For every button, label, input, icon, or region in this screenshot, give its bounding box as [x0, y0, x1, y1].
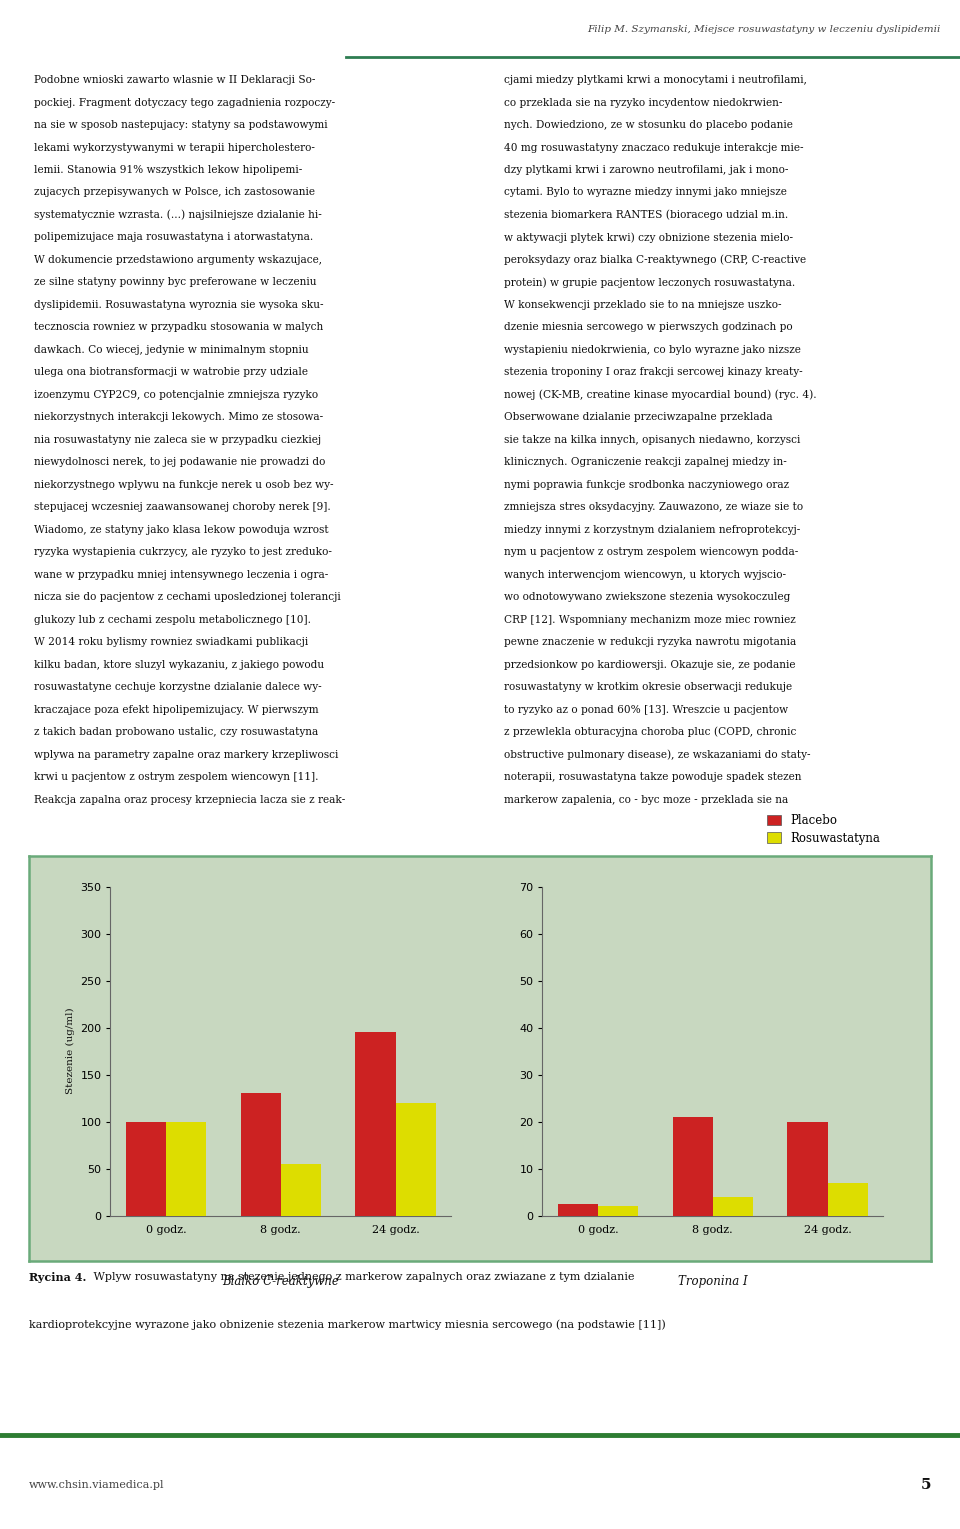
- Text: ryzyka wystapienia cukrzycy, ale ryzyko to jest zreduko-: ryzyka wystapienia cukrzycy, ale ryzyko …: [34, 547, 331, 557]
- Text: obstructive pulmonary disease), ze wskazaniami do staty-: obstructive pulmonary disease), ze wskaz…: [504, 749, 810, 760]
- Legend: Placebo, Rosuwastatyna: Placebo, Rosuwastatyna: [763, 810, 884, 849]
- Text: kraczajace poza efekt hipolipemizujacy. W pierwszym: kraczajace poza efekt hipolipemizujacy. …: [34, 705, 318, 714]
- Text: krwi u pacjentow z ostrym zespolem wiencowyn [11].: krwi u pacjentow z ostrym zespolem wienc…: [34, 772, 318, 783]
- Text: Rycina 4.: Rycina 4.: [29, 1272, 86, 1283]
- Text: CRP [12]. Wspomniany mechanizm moze miec rowniez: CRP [12]. Wspomniany mechanizm moze miec…: [504, 615, 796, 625]
- Bar: [787, 1122, 828, 1216]
- Text: cytami. Bylo to wyrazne miedzy innymi jako mniejsze: cytami. Bylo to wyrazne miedzy innymi ja…: [504, 188, 787, 197]
- Text: dzenie miesnia sercowego w pierwszych godzinach po: dzenie miesnia sercowego w pierwszych go…: [504, 323, 793, 332]
- Text: wanych interwencjom wiencowyn, u ktorych wyjscio-: wanych interwencjom wiencowyn, u ktorych…: [504, 570, 786, 579]
- Bar: [673, 1116, 712, 1216]
- Text: ze silne statyny powinny byc preferowane w leczeniu: ze silne statyny powinny byc preferowane…: [34, 277, 316, 287]
- Text: nym u pacjentow z ostrym zespolem wiencowyn podda-: nym u pacjentow z ostrym zespolem wienco…: [504, 547, 799, 557]
- Text: nicza sie do pacjentow z cechami uposledzionej tolerancji: nicza sie do pacjentow z cechami uposled…: [34, 592, 341, 602]
- Text: 5: 5: [921, 1479, 931, 1492]
- Text: W 2014 roku bylismy rowniez swiadkami publikacji: W 2014 roku bylismy rowniez swiadkami pu…: [34, 638, 308, 647]
- Text: lemii. Stanowia 91% wszystkich lekow hipolipemi-: lemii. Stanowia 91% wszystkich lekow hip…: [34, 165, 301, 174]
- Text: kardioprotekcyjne wyrazone jako obnizenie stezenia markerow martwicy miesnia ser: kardioprotekcyjne wyrazone jako obnizeni…: [29, 1320, 665, 1330]
- Bar: [712, 1197, 753, 1216]
- Bar: [558, 1203, 598, 1216]
- Text: tecznoscia rowniez w przypadku stosowania w malych: tecznoscia rowniez w przypadku stosowani…: [34, 323, 323, 332]
- Text: sie takze na kilka innych, opisanych niedawno, korzysci: sie takze na kilka innych, opisanych nie…: [504, 434, 801, 445]
- Text: cjami miedzy plytkami krwi a monocytami i neutrofilami,: cjami miedzy plytkami krwi a monocytami …: [504, 75, 806, 86]
- Text: 40 mg rosuwastatyny znaczaco redukuje interakcje mie-: 40 mg rosuwastatyny znaczaco redukuje in…: [504, 142, 804, 153]
- Text: stepujacej wczesniej zaawansowanej choroby nerek [9].: stepujacej wczesniej zaawansowanej choro…: [34, 502, 330, 512]
- Text: Troponina I: Troponina I: [678, 1275, 748, 1287]
- Text: z przewlekla obturacyjna choroba pluc (COPD, chronic: z przewlekla obturacyjna choroba pluc (C…: [504, 726, 797, 737]
- Text: Wiadomo, ze statyny jako klasa lekow powoduja wzrost: Wiadomo, ze statyny jako klasa lekow pow…: [34, 524, 328, 535]
- Bar: [241, 1093, 280, 1216]
- Text: nymi poprawia funkcje srodbonka naczyniowego oraz: nymi poprawia funkcje srodbonka naczynio…: [504, 480, 789, 489]
- Text: z takich badan probowano ustalic, czy rosuwastatyna: z takich badan probowano ustalic, czy ro…: [34, 728, 318, 737]
- Text: markerow zapalenia, co - byc moze - przeklada sie na: markerow zapalenia, co - byc moze - prze…: [504, 795, 788, 804]
- Bar: [166, 1122, 206, 1216]
- Text: nych. Dowiedziono, ze w stosunku do placebo podanie: nych. Dowiedziono, ze w stosunku do plac…: [504, 119, 793, 130]
- Text: przedsionkow po kardiowersji. Okazuje sie, ze podanie: przedsionkow po kardiowersji. Okazuje si…: [504, 659, 796, 670]
- Text: noterapii, rosuwastatyna takze powoduje spadek stezen: noterapii, rosuwastatyna takze powoduje …: [504, 772, 802, 783]
- Text: wplywa na parametry zapalne oraz markery krzepliwosci: wplywa na parametry zapalne oraz markery…: [34, 749, 338, 760]
- Text: izoenzymu CYP2C9, co potencjalnie zmniejsza ryzyko: izoenzymu CYP2C9, co potencjalnie zmniej…: [34, 390, 318, 401]
- Text: W dokumencie przedstawiono argumenty wskazujace,: W dokumencie przedstawiono argumenty wsk…: [34, 255, 322, 265]
- Bar: [828, 1183, 868, 1216]
- Text: nia rosuwastatyny nie zaleca sie w przypadku ciezkiej: nia rosuwastatyny nie zaleca sie w przyp…: [34, 434, 321, 445]
- Text: rosuwastatyny w krotkim okresie obserwacji redukuje: rosuwastatyny w krotkim okresie obserwac…: [504, 682, 792, 693]
- Bar: [396, 1102, 436, 1216]
- Text: zmniejsza stres oksydacyjny. Zauwazono, ze wiaze sie to: zmniejsza stres oksydacyjny. Zauwazono, …: [504, 502, 804, 512]
- Text: lekami wykorzystywanymi w terapii hipercholestero-: lekami wykorzystywanymi w terapii hiperc…: [34, 142, 315, 153]
- Text: polipemizujace maja rosuwastatyna i atorwastatyna.: polipemizujace maja rosuwastatyna i ator…: [34, 232, 313, 243]
- Text: zujacych przepisywanych w Polsce, ich zastosowanie: zujacych przepisywanych w Polsce, ich za…: [34, 188, 315, 197]
- Bar: [355, 1032, 396, 1216]
- Text: dzy plytkami krwi i zarowno neutrofilami, jak i mono-: dzy plytkami krwi i zarowno neutrofilami…: [504, 165, 788, 174]
- Text: ulega ona biotransformacji w watrobie przy udziale: ulega ona biotransformacji w watrobie pr…: [34, 367, 307, 378]
- Bar: [280, 1164, 321, 1216]
- Text: to ryzyko az o ponad 60% [13]. Wreszcie u pacjentow: to ryzyko az o ponad 60% [13]. Wreszcie …: [504, 705, 788, 714]
- Text: rosuwastatyne cechuje korzystne dzialanie dalece wy-: rosuwastatyne cechuje korzystne dzialani…: [34, 682, 322, 693]
- Text: niewydolnosci nerek, to jej podawanie nie prowadzi do: niewydolnosci nerek, to jej podawanie ni…: [34, 457, 325, 468]
- Text: Obserwowane dzialanie przeciwzapalne przeklada: Obserwowane dzialanie przeciwzapalne prz…: [504, 413, 773, 422]
- Text: Podobne wnioski zawarto wlasnie w II Deklaracji So-: Podobne wnioski zawarto wlasnie w II Dek…: [34, 75, 315, 86]
- Text: miedzy innymi z korzystnym dzialaniem nefroprotekcyj-: miedzy innymi z korzystnym dzialaniem ne…: [504, 524, 801, 535]
- Text: dawkach. Co wiecej, jedynie w minimalnym stopniu: dawkach. Co wiecej, jedynie w minimalnym…: [34, 346, 308, 355]
- Text: niekorzystnego wplywu na funkcje nerek u osob bez wy-: niekorzystnego wplywu na funkcje nerek u…: [34, 480, 333, 489]
- Text: nowej (CK-MB, creatine kinase myocardial bound) (ryc. 4).: nowej (CK-MB, creatine kinase myocardial…: [504, 390, 817, 401]
- Text: kilku badan, ktore sluzyl wykazaniu, z jakiego powodu: kilku badan, ktore sluzyl wykazaniu, z j…: [34, 659, 324, 670]
- Text: www.chsin.viamedica.pl: www.chsin.viamedica.pl: [29, 1480, 164, 1491]
- Bar: [126, 1122, 166, 1216]
- Text: niekorzystnych interakcji lekowych. Mimo ze stosowa-: niekorzystnych interakcji lekowych. Mimo…: [34, 413, 323, 422]
- Text: Wplyw rosuwastatyny na stezenie jednego z markerow zapalnych oraz zwiazane z tym: Wplyw rosuwastatyny na stezenie jednego …: [90, 1272, 635, 1281]
- Text: Bialko C-reaktywne: Bialko C-reaktywne: [223, 1275, 339, 1287]
- Text: dyslipidemii. Rosuwastatyna wyroznia sie wysoka sku-: dyslipidemii. Rosuwastatyna wyroznia sie…: [34, 300, 324, 310]
- Text: protein) w grupie pacjentow leczonych rosuwastatyna.: protein) w grupie pacjentow leczonych ro…: [504, 277, 795, 287]
- Text: peroksydazy oraz bialka C-reaktywnego (CRP, C-reactive: peroksydazy oraz bialka C-reaktywnego (C…: [504, 255, 806, 265]
- Y-axis label: Stezenie (ug/ml): Stezenie (ug/ml): [65, 1008, 75, 1095]
- Text: Filip M. Szymanski, Miejsce rosuwastatyny w leczeniu dyslipidemii: Filip M. Szymanski, Miejsce rosuwastatyn…: [588, 24, 941, 34]
- Text: stezenia biomarkera RANTES (bioracego udzial m.in.: stezenia biomarkera RANTES (bioracego ud…: [504, 209, 788, 220]
- Text: W konsekwencji przeklado sie to na mniejsze uszko-: W konsekwencji przeklado sie to na mniej…: [504, 300, 781, 310]
- Text: na sie w sposob nastepujacy: statyny sa podstawowymi: na sie w sposob nastepujacy: statyny sa …: [34, 119, 327, 130]
- Text: wane w przypadku mniej intensywnego leczenia i ogra-: wane w przypadku mniej intensywnego lecz…: [34, 570, 328, 579]
- Text: wo odnotowywano zwiekszone stezenia wysokoczuleg: wo odnotowywano zwiekszone stezenia wyso…: [504, 592, 790, 602]
- Bar: [598, 1206, 638, 1216]
- Text: klinicznych. Ograniczenie reakcji zapalnej miedzy in-: klinicznych. Ograniczenie reakcji zapaln…: [504, 457, 787, 468]
- Text: stezenia troponiny I oraz frakcji sercowej kinazy kreaty-: stezenia troponiny I oraz frakcji sercow…: [504, 367, 803, 378]
- Text: w aktywacji plytek krwi) czy obnizione stezenia mielo-: w aktywacji plytek krwi) czy obnizione s…: [504, 232, 793, 243]
- Text: Reakcja zapalna oraz procesy krzepniecia lacza sie z reak-: Reakcja zapalna oraz procesy krzepniecia…: [34, 795, 345, 804]
- Text: pockiej. Fragment dotyczacy tego zagadnienia rozpoczy-: pockiej. Fragment dotyczacy tego zagadni…: [34, 98, 335, 107]
- Text: co przeklada sie na ryzyko incydentow niedokrwien-: co przeklada sie na ryzyko incydentow ni…: [504, 98, 782, 107]
- Text: glukozy lub z cechami zespolu metabolicznego [10].: glukozy lub z cechami zespolu metabolicz…: [34, 615, 311, 625]
- Text: systematycznie wzrasta. (...) najsilniejsze dzialanie hi-: systematycznie wzrasta. (...) najsilniej…: [34, 209, 322, 220]
- Text: wystapieniu niedokrwienia, co bylo wyrazne jako nizsze: wystapieniu niedokrwienia, co bylo wyraz…: [504, 346, 801, 355]
- Text: pewne znaczenie w redukcji ryzyka nawrotu migotania: pewne znaczenie w redukcji ryzyka nawrot…: [504, 638, 796, 647]
